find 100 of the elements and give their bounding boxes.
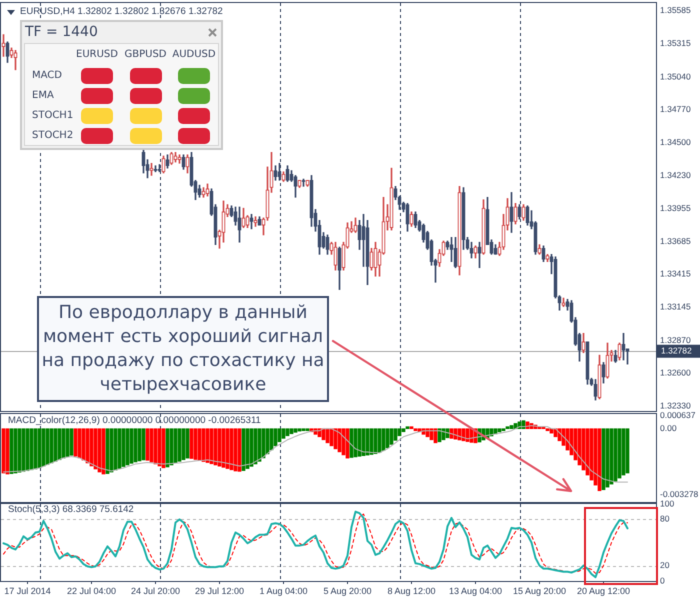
candlestick [622,332,626,360]
candlestick [162,156,166,174]
y-tick-label: 1.32600 [660,368,691,378]
candlestick [338,246,342,290]
candlestick [594,379,598,400]
bar [350,428,354,458]
bar [242,428,246,471]
candlestick [482,199,486,255]
candlestick [150,162,154,176]
ref-line-label: 1.32782 [661,346,692,356]
candlestick [522,204,526,221]
y-tick-label: 1.33145 [660,302,691,312]
candlestick [302,178,306,187]
bar [306,428,310,432]
bar [282,428,286,439]
candlestick [390,168,394,230]
bar [498,428,502,432]
bar [6,428,10,474]
y-tick-label: 0.000637 [660,410,696,420]
candlestick [598,354,602,400]
category-label: EURUSD [75,48,119,60]
bar [234,428,238,472]
bar [302,428,306,432]
bar [126,428,130,466]
y-tick-label: 1.35315 [660,38,691,48]
bar [550,428,554,434]
category-label: AUDUSD [171,48,217,60]
bar [214,428,218,466]
bar [98,428,102,472]
bar [86,428,90,464]
bar [122,428,126,467]
bar [66,428,70,457]
bar [218,428,222,466]
category-label: STOCH1 [32,110,74,121]
bar [346,428,350,458]
y-tick-label: 1.33415 [660,268,691,279]
bar [42,428,46,466]
bar [142,428,146,460]
bar [286,428,290,436]
candlestick [154,165,158,172]
bar [62,428,66,458]
bar [226,428,230,469]
bar [386,428,390,448]
category-label: STOCH2 [32,130,74,141]
bar [598,428,602,492]
bar [338,428,342,452]
bar [298,428,302,432]
candlestick [562,298,566,307]
bar [250,428,254,467]
chart-title: MACD_color(12,26,9) 0.00000000 0.00000000 -0.00265311 [8,415,261,427]
candlestick [542,246,546,262]
bar [410,426,414,430]
candlestick [254,216,258,227]
candlestick [178,154,182,164]
bar [430,428,434,440]
bar [58,428,62,460]
x-tick-label: 13 Aug 04:00 [448,586,502,596]
candlestick [6,42,10,63]
bar [178,428,182,462]
y-tick-label: 1.34500 [660,136,691,147]
candlestick [618,342,622,360]
candlestick [258,216,262,226]
x-tick-label: 17 Jul 2014 [4,586,51,596]
y-tick-label: 1.32870 [660,334,691,345]
y-tick-label: 1.35585 [660,5,691,16]
bar [50,428,54,464]
y-tick-label: 80 [660,514,670,524]
y-tick-label: 1.32330 [660,400,691,410]
bar [34,428,38,470]
bar [602,428,606,490]
bar [614,428,618,482]
bar [206,428,210,463]
candlestick [242,208,246,228]
bar [118,428,122,469]
x-tick-label: 22 Jul 04:00 [66,586,116,596]
candlestick [370,248,374,270]
candlestick [186,154,190,174]
candlestick [202,187,206,198]
y-tick-label: 1.33955 [660,203,691,214]
bar [246,428,250,469]
candlestick [206,184,210,196]
y-tick-label: 0.00 [660,423,677,434]
candlestick [606,342,610,379]
chart-title: Stoch(5,3,3) 68.3369 75.6142 [8,504,134,516]
bar [198,428,202,461]
x-tick-label: 15 Aug 20:00 [512,586,566,596]
bar [162,428,166,468]
bar [2,428,6,474]
bar [438,428,442,442]
bar [74,428,78,456]
bar [322,428,326,440]
bar [90,428,94,466]
bar [546,428,550,432]
chart-title: EURUSD,H4 1.32802 1.32802 1.32676 1.32782 [20,6,223,18]
bar [22,428,26,472]
bar [278,428,282,442]
candlestick [478,242,482,268]
bar [266,428,270,454]
bar [402,428,406,432]
annotation: По евродоллару в данный момент есть хороший сигнал на продажу по стохастику на четырехчасовике [40,301,326,397]
